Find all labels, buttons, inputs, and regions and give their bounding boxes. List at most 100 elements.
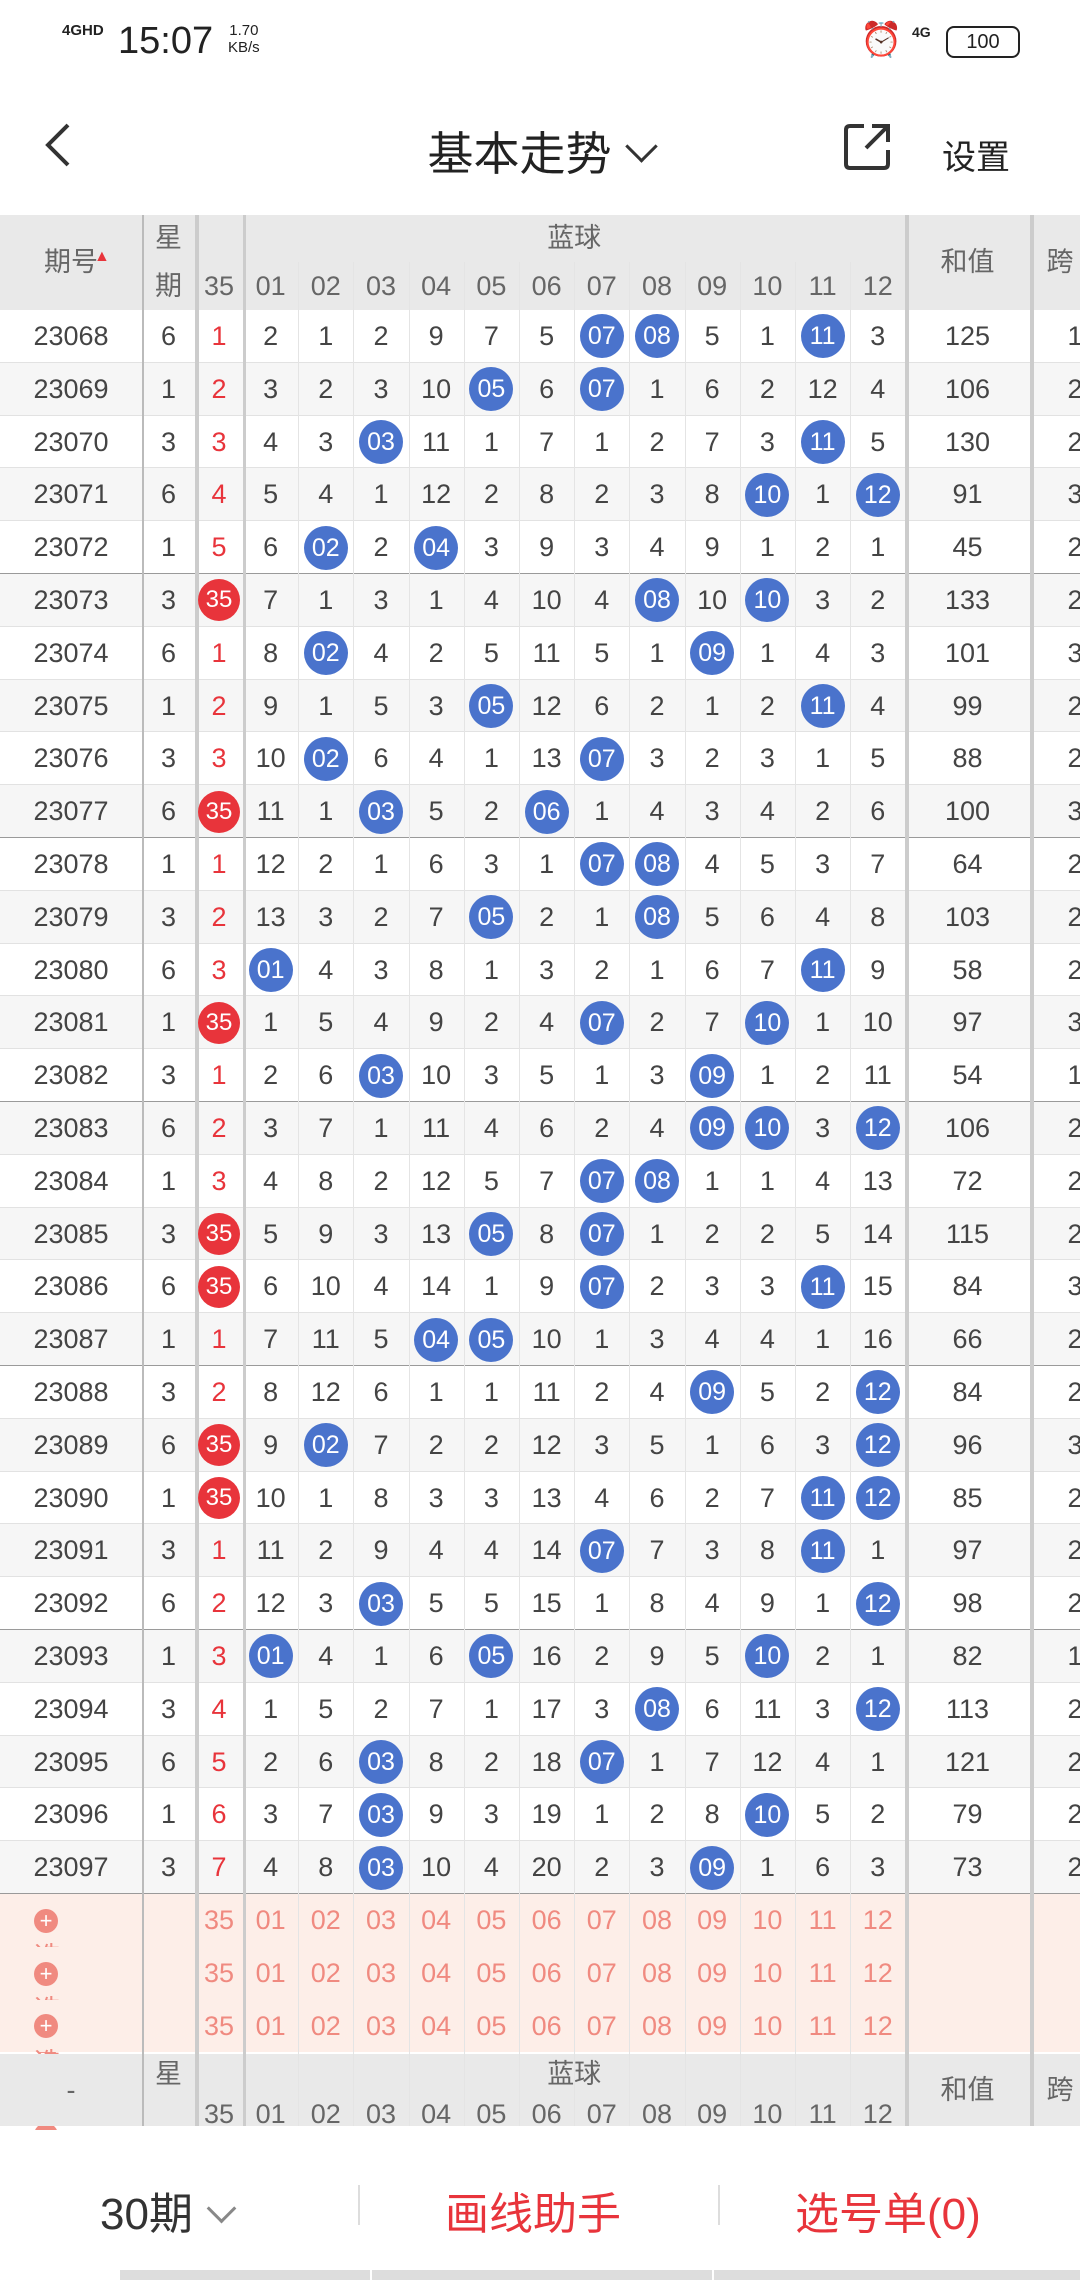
share-icon[interactable] — [842, 120, 894, 172]
draw-line-helper-button[interactable]: 画线助手 — [445, 2190, 621, 2239]
blue-ball: 07 — [579, 1000, 624, 1045]
select-red-cell[interactable]: 35 — [203, 1905, 235, 1935]
select-red-cell[interactable]: 35 — [203, 2010, 235, 2041]
select-blue-cell[interactable]: 09 — [697, 1905, 728, 1935]
blue-cell: 6 — [704, 954, 720, 985]
select-blue-cell[interactable]: 06 — [531, 2010, 562, 2041]
blue-cell: 3 — [428, 1482, 444, 1513]
settings-button[interactable]: 设置 — [942, 139, 1010, 177]
blue-cell: 12 — [310, 1377, 341, 1407]
blue-cell: 12 — [531, 1429, 562, 1460]
select-blue-cell[interactable]: 04 — [421, 2010, 452, 2041]
blue-cell: 9 — [318, 1218, 334, 1249]
select-blue-cell[interactable]: 06 — [531, 1957, 562, 1988]
plus-icon[interactable]: + — [34, 2014, 58, 2039]
select-blue-cell[interactable]: 11 — [808, 1957, 837, 1988]
footer-period: - — [66, 2075, 76, 2106]
select-blue-cell[interactable]: 11 — [808, 1905, 837, 1935]
blue-cell: 1 — [759, 321, 775, 351]
select-blue-cell[interactable]: 07 — [586, 1905, 617, 1935]
select-blue-cell[interactable]: 05 — [476, 2010, 507, 2041]
blue-ball: 01 — [248, 1634, 293, 1679]
select-blue-cell[interactable]: 10 — [752, 2010, 783, 2041]
blue-cell: 1 — [428, 585, 444, 615]
sum-cell: 64 — [952, 849, 983, 879]
select-blue-cell[interactable]: 06 — [531, 1905, 562, 1935]
select-blue-cell[interactable]: 02 — [310, 2010, 341, 2041]
select-red-cell[interactable]: 35 — [203, 1957, 235, 1988]
blue-cell: 8 — [759, 1535, 775, 1566]
blue-cell: 3 — [263, 1113, 279, 1143]
sort-arrow-icon[interactable]: ▲ — [94, 248, 110, 265]
select-blue-cell[interactable]: 09 — [697, 2010, 728, 2041]
select-blue-cell[interactable]: 05 — [476, 1957, 507, 1988]
blue-ball: 10 — [745, 1000, 790, 1045]
blue-ball: 07 — [579, 1528, 624, 1573]
blue-cell: 3 — [759, 426, 775, 457]
select-blue-cell[interactable]: 08 — [641, 1957, 672, 1988]
period-selector[interactable]: 30期 — [100, 2178, 237, 2242]
blue-cell: 5 — [483, 1588, 499, 1619]
blue-cell: 1 — [318, 690, 334, 721]
select-blue-cell[interactable]: 03 — [365, 2010, 396, 2041]
plus-icon[interactable]: + — [34, 1961, 58, 1986]
span-cell: 3 — [1067, 1429, 1080, 1460]
span-cell: 2 — [1067, 1377, 1080, 1407]
blue-cell: 2 — [263, 321, 279, 351]
blue-ball: 05 — [469, 1634, 514, 1679]
select-blue-cell[interactable]: 11 — [808, 2010, 837, 2041]
select-blue-cell[interactable]: 12 — [862, 1957, 893, 1988]
blue-cell: 1 — [815, 1007, 831, 1038]
blue-cell: 1 — [539, 849, 555, 879]
select-blue-cell[interactable]: 07 — [586, 2010, 617, 2041]
blue-cell: 13 — [421, 1218, 452, 1249]
header-blue-col: 04 — [421, 271, 452, 301]
blue-ball: 03 — [359, 1581, 403, 1626]
blue-cell: 10 — [421, 1060, 452, 1091]
red-cell: 4 — [211, 1693, 227, 1724]
blue-cell: 1 — [704, 1165, 720, 1196]
select-blue-cell[interactable]: 02 — [310, 1957, 341, 1988]
back-icon[interactable] — [40, 120, 80, 170]
row-divider — [0, 1417, 1080, 1419]
sum-cell: 130 — [944, 426, 991, 457]
select-blue-cell[interactable]: 12 — [862, 2010, 893, 2041]
blue-cell: 2 — [483, 1007, 499, 1038]
select-blue-cell[interactable]: 10 — [752, 1957, 783, 1988]
select-blue-cell[interactable]: 05 — [476, 1905, 507, 1935]
blue-cell: 8 — [539, 1218, 555, 1249]
blue-cell: 8 — [704, 479, 720, 510]
plus-icon[interactable]: + — [34, 1908, 58, 1933]
column-divider — [463, 262, 465, 2127]
select-blue-cell[interactable]: 12 — [862, 1905, 893, 1935]
select-blue-cell[interactable]: 03 — [365, 1957, 396, 1988]
select-blue-cell[interactable]: 01 — [255, 2010, 286, 2041]
select-blue-cell[interactable]: 08 — [641, 2010, 672, 2041]
select-blue-cell[interactable]: 08 — [641, 1905, 672, 1935]
selection-list-button[interactable]: 选号单(0) — [795, 2190, 981, 2239]
blue-cell: 4 — [870, 373, 886, 404]
select-blue-cell[interactable]: 04 — [421, 1905, 452, 1935]
blue-ball: 03 — [359, 1792, 403, 1837]
table-row — [0, 1735, 1080, 1789]
select-blue-cell[interactable]: 02 — [310, 1905, 341, 1935]
footer-red: 35 — [203, 2099, 235, 2127]
blue-cell: 4 — [759, 1324, 775, 1355]
select-blue-cell[interactable]: 07 — [586, 1957, 617, 1988]
span-cell: 1 — [1067, 1060, 1080, 1091]
select-blue-cell[interactable]: 01 — [255, 1905, 286, 1935]
select-blue-cell[interactable]: 10 — [752, 1905, 783, 1935]
blue-cell: 2 — [483, 1429, 499, 1460]
header-period[interactable]: 期号 — [44, 247, 98, 277]
blue-ball: 09 — [690, 1370, 735, 1415]
select-blue-cell[interactable]: 03 — [365, 1905, 396, 1935]
select-blue-cell[interactable]: 01 — [255, 1957, 286, 1988]
select-blue-cell[interactable]: 09 — [697, 1957, 728, 1988]
page-title[interactable]: 基本走势 — [0, 118, 1080, 184]
select-blue-cell[interactable]: 04 — [421, 1957, 452, 1988]
blue-cell: 3 — [870, 321, 886, 351]
blue-cell: 16 — [531, 1641, 562, 1671]
blue-cell: 4 — [594, 585, 610, 615]
red-cell: 2 — [211, 901, 227, 932]
week-cell: 1 — [160, 1007, 177, 1038]
